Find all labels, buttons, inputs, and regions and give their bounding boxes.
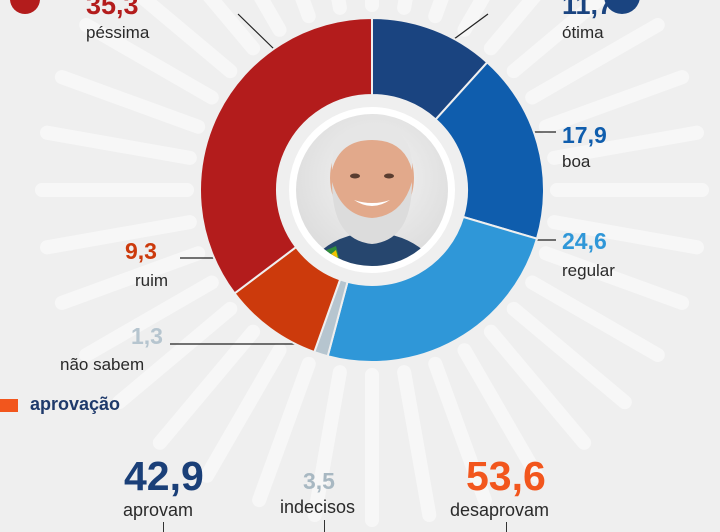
section-marker xyxy=(0,399,18,412)
approval-title: aprovação xyxy=(30,394,121,414)
regular-value: 24,6 xyxy=(562,228,607,254)
background-ray xyxy=(457,343,544,483)
background-ray xyxy=(525,18,665,105)
background-ray xyxy=(252,356,316,508)
background-ray xyxy=(54,246,206,310)
aprovam-value: 42,9 xyxy=(124,453,204,499)
background-ray xyxy=(457,0,490,37)
nao-sabem-value: 1,3 xyxy=(131,323,163,349)
background-ray xyxy=(397,365,437,522)
background-ray xyxy=(40,215,197,255)
slice-regular xyxy=(326,215,539,363)
donut-slices xyxy=(199,16,545,363)
nao-sabem-label: não sabem xyxy=(60,355,145,374)
background-ray xyxy=(538,246,690,310)
desaprovam-value: 53,6 xyxy=(466,453,546,499)
desaprovam-tick xyxy=(506,522,507,532)
pessima-label: péssima xyxy=(86,23,150,42)
otima-label: ótima xyxy=(562,23,604,42)
background-ray xyxy=(397,0,413,15)
background-ray xyxy=(254,0,287,37)
otima-dot xyxy=(604,0,640,14)
background-ray xyxy=(547,215,704,255)
background-ray xyxy=(79,275,219,362)
background-ray xyxy=(40,125,197,165)
background-ray xyxy=(203,0,261,56)
background-rays xyxy=(35,0,709,527)
background-ray xyxy=(428,356,492,508)
regular-label: regular xyxy=(562,261,615,280)
background-ray xyxy=(152,324,261,450)
desaprovam-label: desaprovam xyxy=(450,500,550,520)
slice-pessima xyxy=(199,16,373,295)
background-ray xyxy=(547,125,704,165)
background-ray xyxy=(483,324,592,450)
indecisos-tick xyxy=(324,520,325,532)
background-ray xyxy=(54,70,206,134)
ruim-label: ruim xyxy=(135,271,169,290)
indecisos-label: indecisos xyxy=(280,497,356,517)
portrait-photo xyxy=(296,114,448,266)
background-ray xyxy=(134,0,238,79)
background-ray xyxy=(112,301,238,410)
background-ray xyxy=(79,18,219,105)
ruim-value: 9,3 xyxy=(125,238,157,264)
leader-line xyxy=(449,13,489,43)
leader-line xyxy=(237,13,276,51)
otima-value: 11,7 xyxy=(562,0,614,20)
background-ray xyxy=(483,0,541,56)
background-ray xyxy=(538,70,690,134)
background-ray xyxy=(506,301,632,410)
boa-value: 17,9 xyxy=(562,122,607,148)
background-ray xyxy=(525,275,665,362)
background-ray xyxy=(200,343,287,483)
indecisos-value: 3,5 xyxy=(303,468,335,494)
aprovam-tick xyxy=(163,522,164,532)
background-ray xyxy=(331,0,347,15)
background-ray xyxy=(506,0,610,79)
pessima-value: 35,3 xyxy=(86,0,139,20)
aprovam-label: aprovam xyxy=(123,500,194,520)
boa-label: boa xyxy=(562,152,591,171)
background-ray xyxy=(307,365,347,522)
pessima-dot xyxy=(10,0,40,14)
